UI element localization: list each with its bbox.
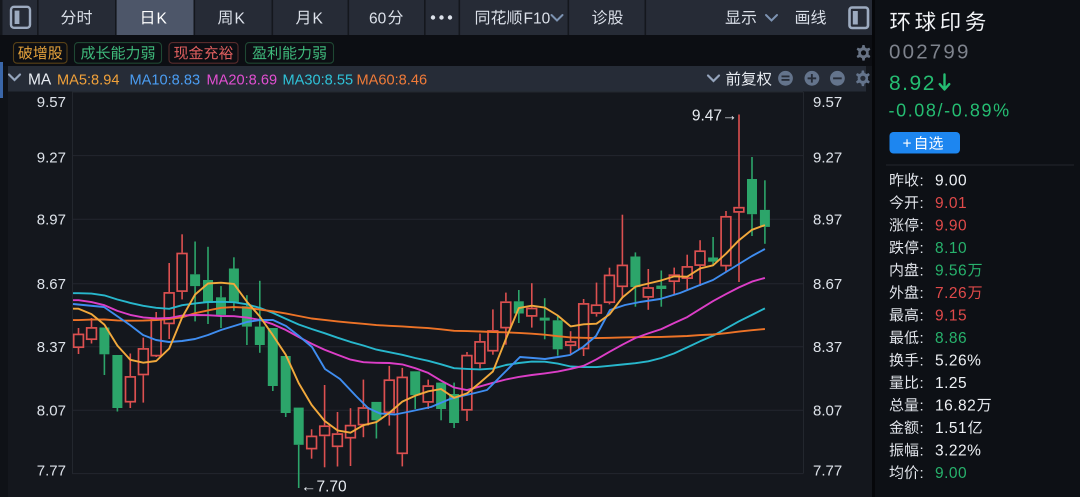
- svg-text:K: K: [235, 10, 246, 27]
- svg-text:9.27: 9.27: [813, 149, 842, 166]
- svg-text::: :: [920, 442, 924, 459]
- svg-text:8.97: 8.97: [37, 212, 66, 229]
- svg-text:9.00: 9.00: [935, 172, 967, 189]
- svg-text:7.77: 7.77: [813, 462, 842, 479]
- svg-text::: :: [920, 172, 924, 189]
- svg-text::: :: [920, 285, 924, 302]
- svg-text:3.22%: 3.22%: [935, 442, 981, 459]
- svg-text:MA60:8.46: MA60:8.46: [357, 72, 428, 88]
- svg-text:9.47→: 9.47→: [692, 108, 738, 125]
- svg-text:8.86: 8.86: [935, 330, 967, 347]
- svg-text:9.56: 9.56: [935, 262, 967, 279]
- svg-text:002799: 002799: [889, 41, 971, 64]
- svg-text:-0.08/-0.89%: -0.08/-0.89%: [889, 101, 1011, 121]
- svg-text:8.07: 8.07: [813, 403, 842, 420]
- svg-text:8.97: 8.97: [813, 212, 842, 229]
- svg-text::: :: [920, 397, 924, 414]
- svg-text:8.07: 8.07: [37, 403, 66, 420]
- svg-text:K: K: [157, 10, 168, 27]
- svg-text::: :: [920, 375, 924, 392]
- svg-text::: :: [920, 465, 924, 482]
- svg-text:MA20:8.69: MA20:8.69: [207, 72, 278, 88]
- svg-text:7.26: 7.26: [935, 285, 967, 302]
- svg-text:60: 60: [369, 10, 387, 27]
- svg-text:9.90: 9.90: [935, 217, 967, 234]
- svg-text:7.77: 7.77: [37, 462, 66, 479]
- svg-text:9.57: 9.57: [37, 94, 66, 111]
- svg-text:9.15: 9.15: [935, 307, 967, 324]
- svg-text::: :: [920, 352, 924, 369]
- svg-text:8.67: 8.67: [813, 276, 842, 293]
- svg-text:9.01: 9.01: [935, 195, 967, 212]
- svg-text:8.10: 8.10: [935, 240, 967, 257]
- svg-text:←7.70: ←7.70: [301, 478, 347, 495]
- svg-text:5.26%: 5.26%: [935, 352, 981, 369]
- svg-text::: :: [920, 307, 924, 324]
- svg-text:8.92: 8.92: [889, 72, 936, 95]
- svg-text:MA30:8.55: MA30:8.55: [283, 72, 354, 88]
- svg-text:MA5:8.94: MA5:8.94: [57, 72, 119, 88]
- svg-text:16.82: 16.82: [935, 397, 976, 414]
- svg-text:1.25: 1.25: [935, 375, 967, 392]
- svg-text:8.37: 8.37: [37, 339, 66, 356]
- svg-text:9.27: 9.27: [37, 149, 66, 166]
- svg-text::: :: [920, 420, 924, 437]
- svg-text:K: K: [313, 10, 324, 27]
- svg-text:+: +: [903, 135, 912, 152]
- svg-text:8.67: 8.67: [37, 276, 66, 293]
- svg-text::: :: [920, 240, 924, 257]
- svg-text:MA: MA: [28, 71, 52, 88]
- svg-text::: :: [920, 195, 924, 212]
- svg-text::: :: [920, 330, 924, 347]
- svg-text:F10: F10: [524, 10, 551, 27]
- svg-text:9.57: 9.57: [813, 94, 842, 111]
- svg-text:9.00: 9.00: [935, 465, 967, 482]
- svg-text:8.37: 8.37: [813, 339, 842, 356]
- svg-text::: :: [920, 217, 924, 234]
- svg-text::: :: [920, 262, 924, 279]
- svg-text:MA10:8.83: MA10:8.83: [130, 72, 201, 88]
- svg-text:1.51: 1.51: [935, 420, 967, 437]
